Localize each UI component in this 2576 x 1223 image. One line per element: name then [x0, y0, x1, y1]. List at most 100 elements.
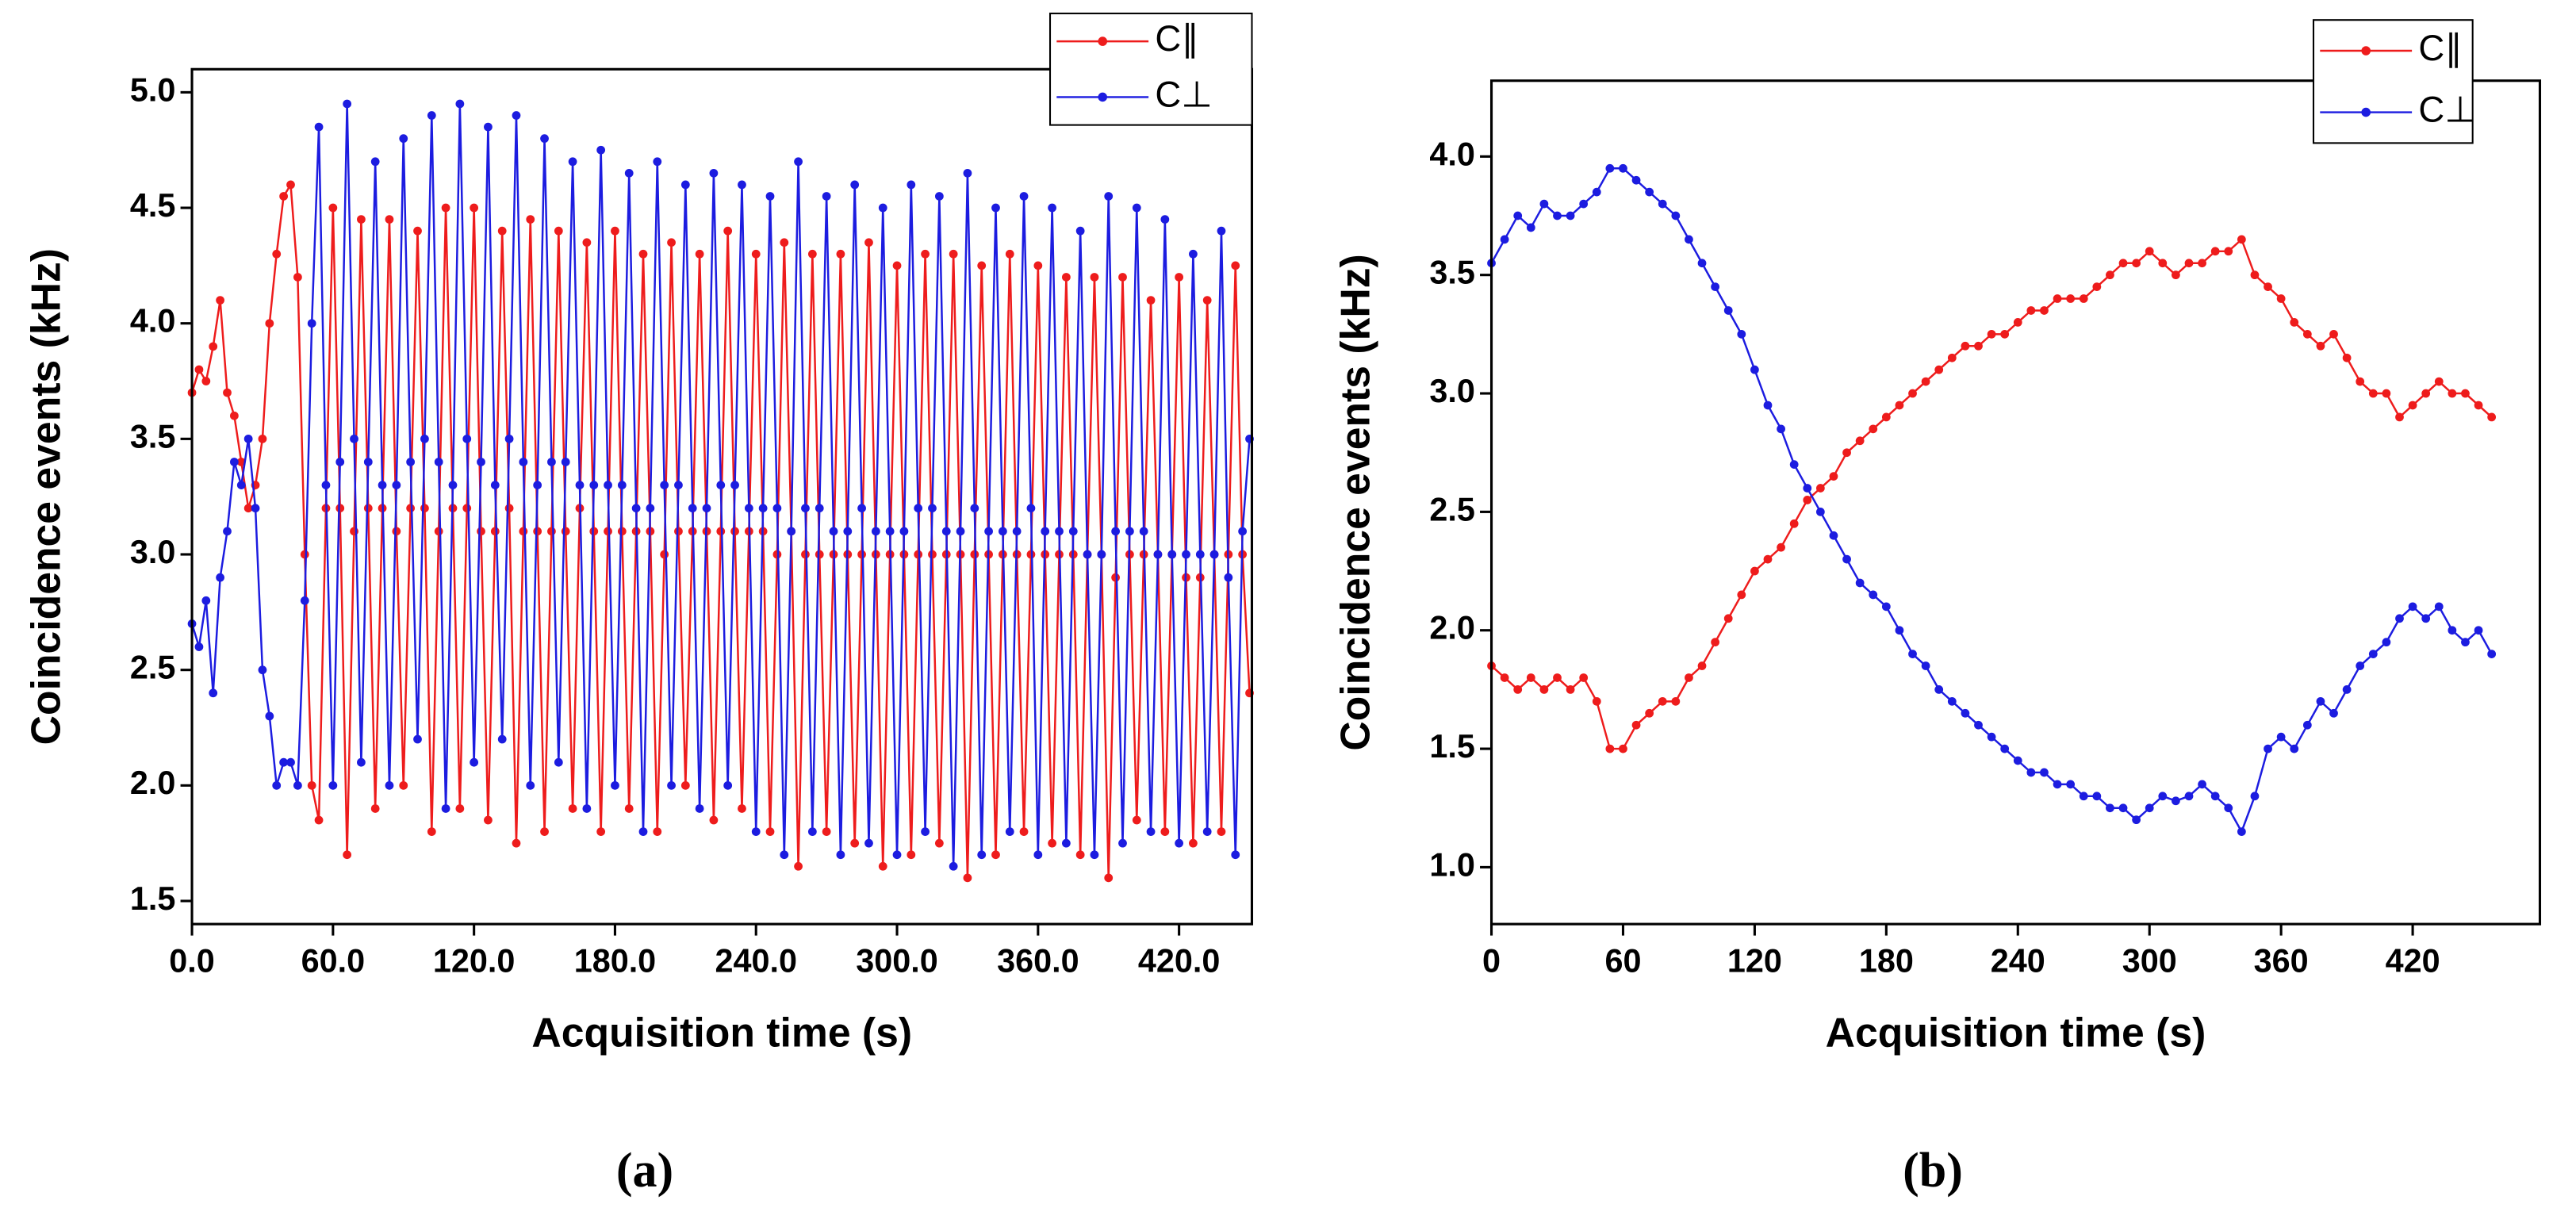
data-point [2276, 294, 2286, 303]
data-point [1146, 827, 1156, 836]
x-tick-label: 300.0 [856, 943, 938, 980]
data-point [335, 504, 345, 513]
data-point [2066, 294, 2076, 303]
data-point [434, 527, 443, 536]
data-point [1723, 614, 1733, 623]
data-point [209, 342, 218, 351]
data-point [977, 261, 987, 270]
data-point [836, 850, 845, 860]
data-point [258, 665, 267, 675]
data-point [2250, 270, 2260, 280]
y-axis-title: Coincidence events (kHz) [1332, 254, 1378, 750]
data-point [2356, 377, 2365, 386]
data-point [1711, 638, 1719, 647]
data-point [2237, 827, 2246, 836]
data-point [321, 481, 331, 489]
data-point [1881, 412, 1891, 422]
data-point [420, 434, 429, 443]
y-tick-label: 2.5 [1429, 491, 1475, 527]
data-point [357, 215, 366, 224]
data-point [1111, 527, 1120, 536]
data-point [504, 504, 514, 513]
data-point [1658, 696, 1667, 706]
data-point [949, 861, 958, 871]
data-point [328, 780, 338, 790]
data-point [1012, 527, 1022, 536]
data-point [660, 481, 669, 489]
data-point [1619, 163, 1627, 173]
data-point [2198, 259, 2206, 268]
data-point [293, 780, 302, 790]
data-point [2461, 638, 2470, 647]
legend: C∥ C⊥ [2312, 19, 2476, 144]
data-point [1789, 519, 1799, 528]
data-point [406, 458, 416, 466]
data-point [1619, 744, 1627, 753]
data-point [1182, 550, 1190, 559]
data-point [216, 296, 224, 305]
x-tick-label: 240.0 [715, 943, 797, 980]
data-point [490, 527, 500, 536]
data-point [370, 804, 380, 813]
data-point [2474, 401, 2483, 410]
x-axis-title: Acquisition time (s) [1826, 1009, 2206, 1055]
data-point [314, 815, 324, 825]
data-point [907, 180, 916, 190]
data-point [2106, 270, 2114, 280]
caption: (a) [616, 1144, 673, 1198]
data-point [638, 827, 648, 836]
data-point [807, 249, 817, 259]
data-point [2290, 318, 2299, 327]
data-point [1829, 472, 1838, 481]
data-point [611, 226, 619, 236]
y-tick-label: 1.0 [1429, 846, 1475, 883]
data-point [850, 180, 860, 190]
data-point [1605, 744, 1615, 753]
x-tick-label: 60.0 [301, 943, 366, 980]
data-point [455, 804, 465, 813]
data-point [561, 527, 570, 536]
data-point [1097, 550, 1106, 559]
data-point [243, 434, 253, 443]
x-tick-label: 180 [1859, 943, 1914, 980]
data-point [343, 99, 352, 109]
data-point [307, 319, 316, 328]
data-point [1934, 685, 1944, 694]
data-point [977, 850, 987, 860]
data-point [2461, 389, 2470, 398]
data-point [2013, 756, 2022, 765]
data-point [1869, 424, 1878, 434]
data-point [1961, 341, 1970, 351]
data-point [1777, 542, 1785, 552]
data-point [1055, 527, 1064, 536]
data-point [653, 827, 662, 836]
data-point [2329, 708, 2338, 718]
data-point [470, 757, 479, 767]
data-point [2026, 768, 2036, 777]
data-point [2172, 270, 2180, 280]
data-point [1513, 685, 1523, 694]
data-point [2264, 744, 2272, 753]
data-point [477, 458, 485, 466]
data-point [794, 861, 803, 871]
data-point [392, 527, 401, 536]
data-point [991, 203, 1000, 213]
data-point [1231, 850, 1240, 860]
data-point [2487, 412, 2497, 422]
data-point [441, 203, 450, 213]
data-point [1068, 527, 1078, 536]
data-point [914, 550, 923, 559]
data-point [1132, 815, 1141, 825]
data-point [1961, 708, 1970, 718]
data-point [2368, 650, 2378, 658]
data-point [1033, 261, 1043, 270]
data-point [201, 377, 211, 385]
data-point [568, 157, 577, 167]
data-point [1500, 235, 1509, 244]
data-point [293, 273, 302, 282]
data-point [1526, 223, 1535, 232]
data-point [667, 780, 676, 790]
data-point [1041, 527, 1050, 536]
data-point [230, 411, 239, 420]
data-point [2487, 650, 2497, 658]
